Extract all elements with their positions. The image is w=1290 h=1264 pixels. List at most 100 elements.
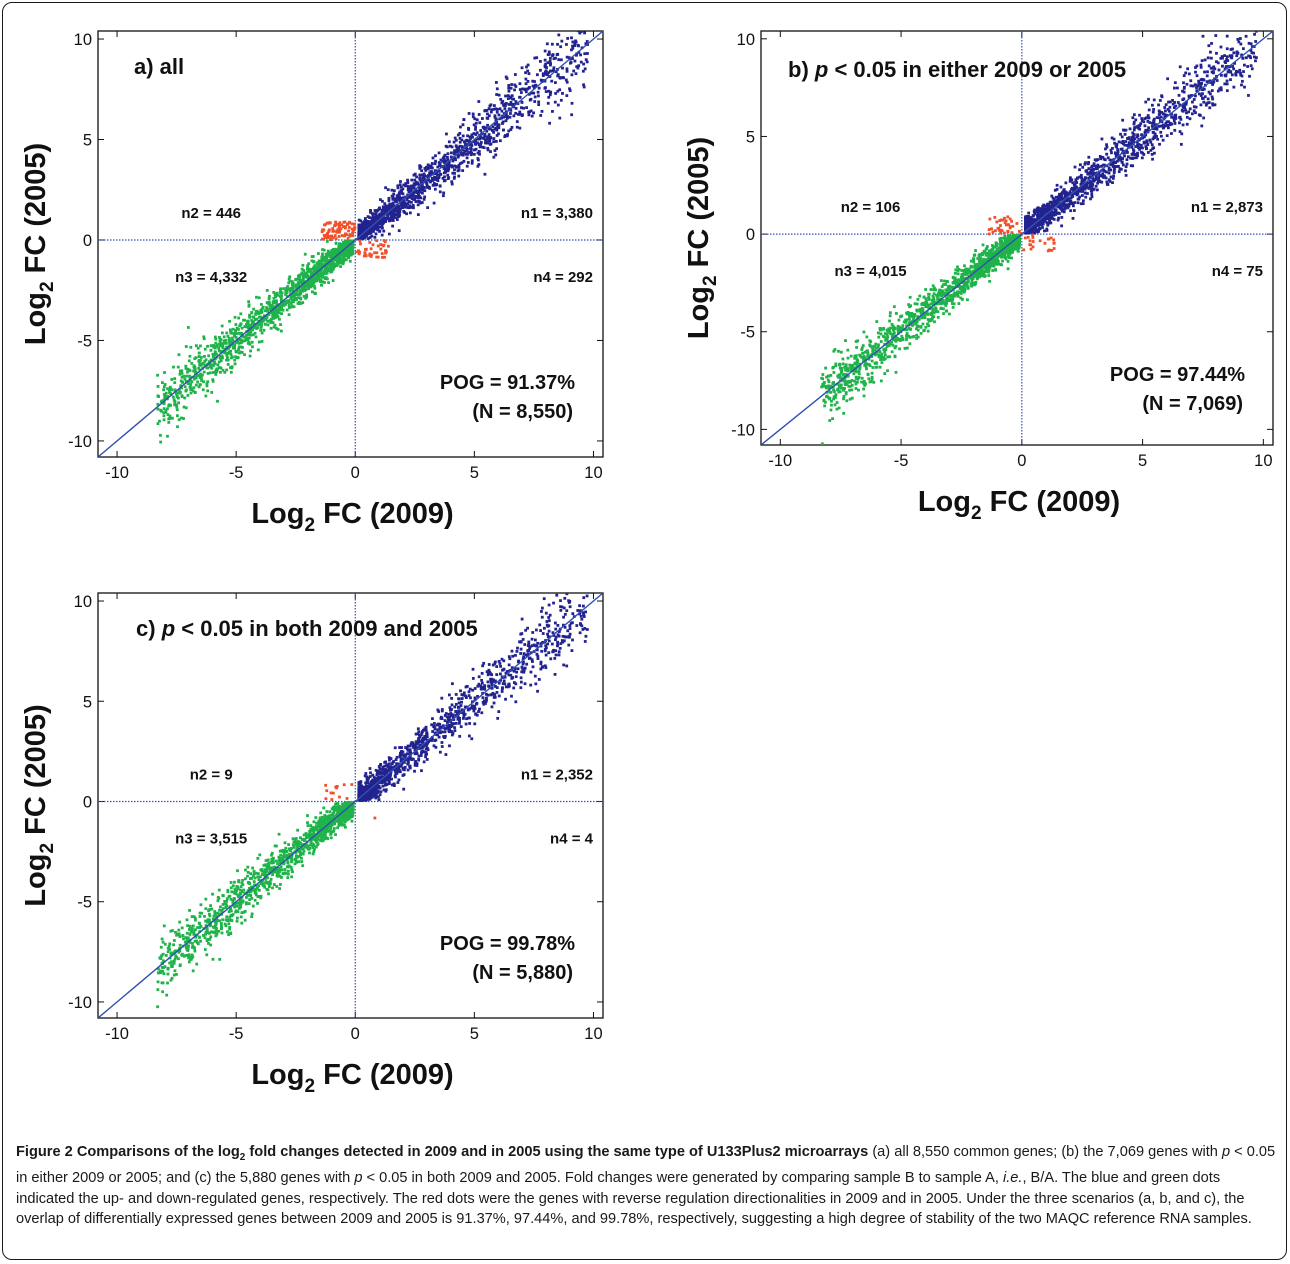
point-down [279,305,283,309]
point-up [409,194,412,198]
point-up [533,100,537,103]
point-up [1240,79,1244,83]
point-reverse [381,244,385,248]
point-up [460,153,464,157]
point-up [372,225,376,229]
point-up [498,139,502,143]
point-up [1060,216,1064,219]
point-up [1116,148,1119,151]
point-up [1223,82,1227,86]
point-down [179,384,183,388]
point-down [849,369,853,372]
point-up [1080,182,1084,186]
point-up [1082,184,1086,188]
point-down [193,367,197,371]
point-down [301,275,305,279]
point-down [218,356,222,360]
point-up [546,53,550,56]
point-up [430,172,434,176]
point-down [175,408,179,412]
point-up [1132,133,1136,136]
point-down [314,277,317,280]
point-up [1069,201,1072,204]
point-down [204,394,208,398]
point-up [565,69,569,73]
point-down [315,262,319,266]
point-up [505,102,508,105]
point-down [306,285,310,289]
point-up [478,136,482,140]
point-up [488,138,492,142]
point-up [1139,143,1143,147]
x-tick-label: 5 [470,464,479,482]
point-down [315,276,319,280]
point-down [274,295,278,299]
point-down [272,325,276,329]
point-up [1036,212,1040,216]
point-up [1060,208,1064,212]
point-up [565,55,569,59]
point-up [1024,224,1028,228]
point-up [432,182,436,185]
point-up [456,133,460,137]
point-down [233,315,237,319]
point-up [416,194,420,198]
point-up [1165,120,1169,124]
point-up [505,77,509,80]
point-up [1033,212,1037,216]
point-up [455,165,459,169]
point-up [437,169,441,173]
point-up [1244,56,1248,60]
point-up [532,111,535,115]
point-up [357,218,361,222]
point-up [376,208,380,212]
point-down [300,272,304,276]
x-tick-label: 10 [584,464,602,482]
point-up [531,79,535,83]
point-up [1254,31,1258,33]
y-tick-label: 5 [746,128,755,146]
plot-area [761,31,1273,445]
point-reverse [369,255,373,258]
point-up [454,138,458,142]
point-down [285,286,288,290]
point-up [1166,107,1170,111]
point-up [405,198,409,202]
point-up [1179,142,1183,146]
point-up [1102,157,1106,161]
point-down [248,313,251,317]
point-up [1158,99,1162,102]
point-down [197,366,201,370]
point-up [579,24,582,27]
point-down [252,307,256,311]
point-down [308,280,312,284]
point-up [1024,222,1027,225]
point-down [231,327,235,331]
point-up [1140,117,1144,120]
point-up [553,81,557,84]
point-down [926,318,930,321]
point-up [1075,193,1079,197]
point-up [1119,158,1122,162]
y-tick-label: -5 [740,324,755,342]
point-up [557,33,561,37]
point-up [1109,148,1113,152]
point-down [309,267,313,271]
point-up [447,160,451,164]
point-up [1084,176,1088,180]
point-down [193,390,197,394]
point-up [1059,202,1063,206]
point-up [1113,167,1116,171]
point-up [412,184,415,188]
point-down [275,301,278,305]
point-down [164,409,168,412]
point-down [206,389,210,393]
point-down [168,414,172,418]
point-up [1123,151,1126,155]
point-up [359,224,362,227]
point-up [1080,187,1084,191]
point-reverse [345,233,349,237]
point-up [1220,55,1224,58]
point-up [546,101,550,105]
point-up [518,95,522,99]
